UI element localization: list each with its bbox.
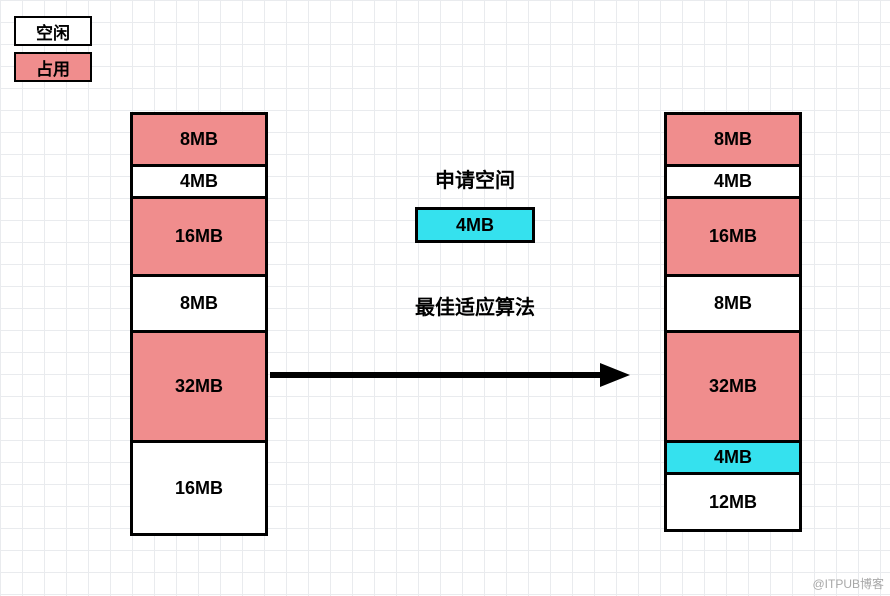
memory-block: 4MB (667, 443, 799, 475)
memory-block: 16MB (133, 199, 265, 277)
memory-block: 8MB (667, 115, 799, 167)
memory-block: 4MB (133, 167, 265, 199)
memory-block-label: 12MB (709, 492, 757, 513)
memory-block: 32MB (133, 333, 265, 443)
memory-block-label: 8MB (714, 293, 752, 314)
memory-block-label: 32MB (175, 376, 223, 397)
memory-block-label: 32MB (709, 376, 757, 397)
memory-block-label: 16MB (709, 226, 757, 247)
memory-block-label: 16MB (175, 478, 223, 499)
memory-block-label: 16MB (175, 226, 223, 247)
memory-block-label: 8MB (180, 129, 218, 150)
request-block: 4MB (415, 207, 535, 243)
memory-block-label: 8MB (714, 129, 752, 150)
algorithm-label: 最佳适应算法 (415, 291, 535, 320)
memory-block: 8MB (667, 277, 799, 333)
center-panel: 申请空间 4MB 最佳适应算法 (330, 150, 620, 334)
legend-used-label: 占用 (36, 55, 70, 80)
transition-arrow (270, 360, 630, 390)
request-block-label: 4MB (456, 215, 494, 236)
memory-column-after: 8MB 4MB 16MB 8MB 32MB 4MB 12MB (664, 112, 802, 532)
memory-block: 12MB (667, 475, 799, 529)
memory-block: 32MB (667, 333, 799, 443)
legend: 空闲 占用 (14, 16, 92, 82)
memory-block-label: 4MB (714, 171, 752, 192)
memory-block-label: 4MB (180, 171, 218, 192)
watermark: @ITPUB博客 (812, 575, 884, 592)
memory-block: 8MB (133, 115, 265, 167)
legend-free-label: 空闲 (36, 19, 70, 44)
memory-block: 16MB (133, 443, 265, 533)
memory-block: 8MB (133, 277, 265, 333)
request-title: 申请空间 (435, 164, 515, 193)
memory-block: 16MB (667, 199, 799, 277)
memory-column-before: 8MB 4MB 16MB 8MB 32MB 16MB (130, 112, 268, 536)
legend-used: 占用 (14, 52, 92, 82)
memory-block-label: 4MB (714, 447, 752, 468)
memory-block-label: 8MB (180, 293, 218, 314)
legend-free: 空闲 (14, 16, 92, 46)
memory-block: 4MB (667, 167, 799, 199)
